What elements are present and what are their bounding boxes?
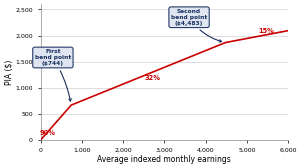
Text: 32%: 32%: [144, 75, 160, 81]
Text: Second
bend point
($4,483): Second bend point ($4,483): [171, 9, 222, 42]
Text: 15%: 15%: [258, 28, 274, 34]
Y-axis label: PIA ($): PIA ($): [4, 59, 13, 85]
Text: 90%: 90%: [40, 130, 56, 136]
Text: First
bend point
($744): First bend point ($744): [35, 49, 71, 101]
X-axis label: Average indexed monthly earnings: Average indexed monthly earnings: [98, 155, 231, 164]
